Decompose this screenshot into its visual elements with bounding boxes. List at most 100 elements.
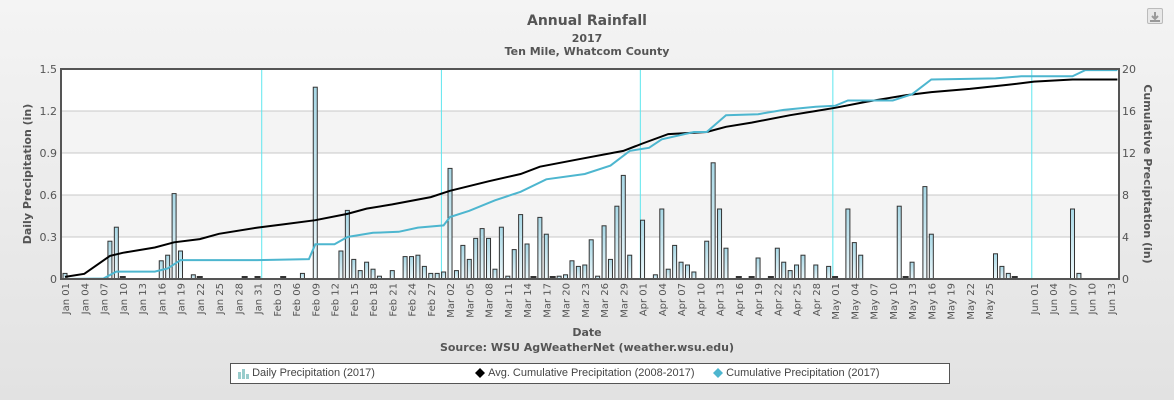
x-tick-label: Jan 10 — [119, 283, 130, 315]
x-tick-label: Apr 07 — [677, 283, 688, 316]
daily-bar — [774, 247, 780, 280]
daily-bar — [748, 276, 755, 279]
daily-bar — [582, 264, 588, 280]
plot-band — [61, 195, 1119, 237]
x-tick-label: Apr 22 — [773, 283, 784, 316]
y-tick-label-right: 8 — [1122, 189, 1129, 202]
daily-bar — [402, 256, 408, 280]
x-tick-label: Feb 06 — [292, 283, 303, 317]
x-tick-label: May 22 — [966, 283, 977, 320]
daily-bar — [241, 276, 248, 279]
daily-bar — [717, 208, 723, 280]
x-tick-label: Feb 21 — [388, 283, 399, 317]
x-tick-label: Apr 19 — [754, 283, 765, 316]
download-icon — [1150, 12, 1160, 22]
y-axis-left-ticks: 0 0.3 0.6 0.9 1.2 1.5 — [40, 63, 58, 286]
daily-bar — [755, 257, 761, 280]
daily-bar — [1011, 276, 1018, 279]
chart-title: Annual Rainfall — [527, 13, 647, 29]
y-tick-label-right: 16 — [1122, 105, 1136, 118]
legend: Daily Precipitation (2017) Avg. Cumulati… — [230, 363, 950, 384]
daily-bar — [787, 270, 793, 280]
legend-label: Cumulative Precipitation (2017) — [726, 367, 880, 380]
daily-bar — [344, 209, 350, 280]
daily-bar — [627, 254, 633, 280]
x-tick-label: May 25 — [985, 283, 996, 320]
daily-bar — [735, 276, 742, 279]
daily-bar — [691, 271, 697, 280]
daily-bar — [999, 265, 1005, 280]
daily-bar — [1069, 208, 1075, 280]
daily-bar — [421, 265, 427, 280]
daily-bar — [826, 265, 832, 280]
x-tick-label: Jan 04 — [80, 283, 91, 315]
x-tick-label: Feb 12 — [331, 283, 342, 317]
y-tick-label-left: 1.2 — [40, 105, 58, 118]
daily-bar — [672, 244, 678, 280]
daily-bar — [832, 276, 839, 279]
x-tick-label: Jan 01 — [61, 283, 72, 315]
daily-bar — [845, 208, 851, 280]
y-tick-label-left: 1.5 — [40, 63, 58, 76]
x-axis-label: Date — [572, 326, 602, 339]
daily-bar — [723, 247, 729, 280]
daily-bar — [575, 265, 581, 280]
daily-bar — [312, 86, 318, 280]
y-tick-label-right: 4 — [1122, 231, 1129, 244]
daily-bar — [364, 261, 370, 280]
daily-bar — [351, 258, 357, 280]
daily-bar — [530, 276, 537, 279]
daily-bar — [178, 250, 184, 280]
x-tick-label: Apr 10 — [696, 283, 707, 316]
legend-label: Avg. Cumulative Precipitation (2008-2017… — [488, 367, 695, 380]
chart-location: Ten Mile, Whatcom County — [504, 45, 670, 58]
x-tick-label: May 01 — [831, 283, 842, 320]
bar-chart-icon — [238, 369, 249, 380]
daily-bar — [928, 233, 934, 280]
daily-bar — [537, 216, 543, 280]
x-tick-label: Jan 25 — [215, 283, 226, 315]
daily-bar — [460, 244, 466, 280]
daily-bar — [902, 276, 909, 279]
legend-item-avg-cumulative[interactable]: Avg. Cumulative Precipitation (2008-2017… — [475, 367, 695, 379]
diamond-black-icon — [475, 368, 485, 379]
x-tick-label: Jan 28 — [234, 283, 245, 315]
x-tick-label: Feb 03 — [273, 283, 284, 317]
y-tick-label-left: 0.3 — [40, 231, 58, 244]
plot-band — [61, 111, 1119, 153]
daily-bar — [486, 237, 492, 280]
daily-bar — [280, 276, 287, 279]
month-boundary-lines — [261, 69, 1033, 279]
diamond-cyan-icon — [713, 368, 723, 379]
x-tick-label: Mar 02 — [446, 283, 457, 318]
daily-bar — [338, 250, 344, 280]
x-tick-label: Mar 11 — [504, 283, 515, 318]
daily-bar — [800, 254, 806, 280]
daily-bar — [813, 264, 819, 280]
daily-bar — [601, 225, 607, 280]
daily-bar — [922, 186, 928, 280]
x-tick-label: Feb 09 — [311, 283, 322, 317]
legend-item-daily[interactable]: Daily Precipitation (2017) — [237, 367, 375, 380]
x-tick-label: Mar 08 — [485, 283, 496, 318]
daily-bar — [543, 233, 549, 280]
plot-bands — [61, 69, 1119, 279]
y-tick-label-right: 12 — [1122, 147, 1136, 160]
y-axis-right-label: Cumulative Precipitation (in) — [1141, 84, 1154, 263]
x-tick-label: Mar 20 — [562, 283, 573, 318]
x-tick-label: May 04 — [850, 283, 861, 320]
daily-bar — [588, 239, 594, 280]
x-tick-label: Jan 07 — [100, 283, 111, 315]
daily-bar — [684, 264, 690, 280]
x-tick-label: Mar 29 — [619, 283, 630, 318]
daily-bar — [569, 260, 575, 280]
legend-item-cumulative[interactable]: Cumulative Precipitation (2017) — [713, 367, 880, 379]
x-tick-label: Mar 05 — [465, 283, 476, 318]
daily-bar — [909, 261, 915, 280]
export-button[interactable] — [1147, 8, 1163, 24]
x-tick-label: May 19 — [947, 283, 958, 320]
daily-bar — [851, 242, 857, 280]
x-tick-label: Apr 13 — [716, 283, 727, 316]
daily-bar — [518, 214, 524, 280]
